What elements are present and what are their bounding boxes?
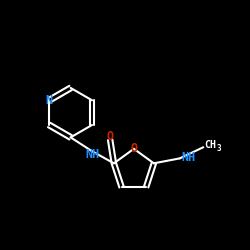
Text: O: O bbox=[130, 142, 138, 155]
Text: CH: CH bbox=[204, 140, 216, 150]
Text: NH: NH bbox=[181, 151, 195, 164]
Text: N: N bbox=[46, 94, 53, 107]
Text: NH: NH bbox=[86, 148, 100, 161]
Text: 3: 3 bbox=[217, 144, 222, 153]
Text: O: O bbox=[106, 130, 114, 143]
